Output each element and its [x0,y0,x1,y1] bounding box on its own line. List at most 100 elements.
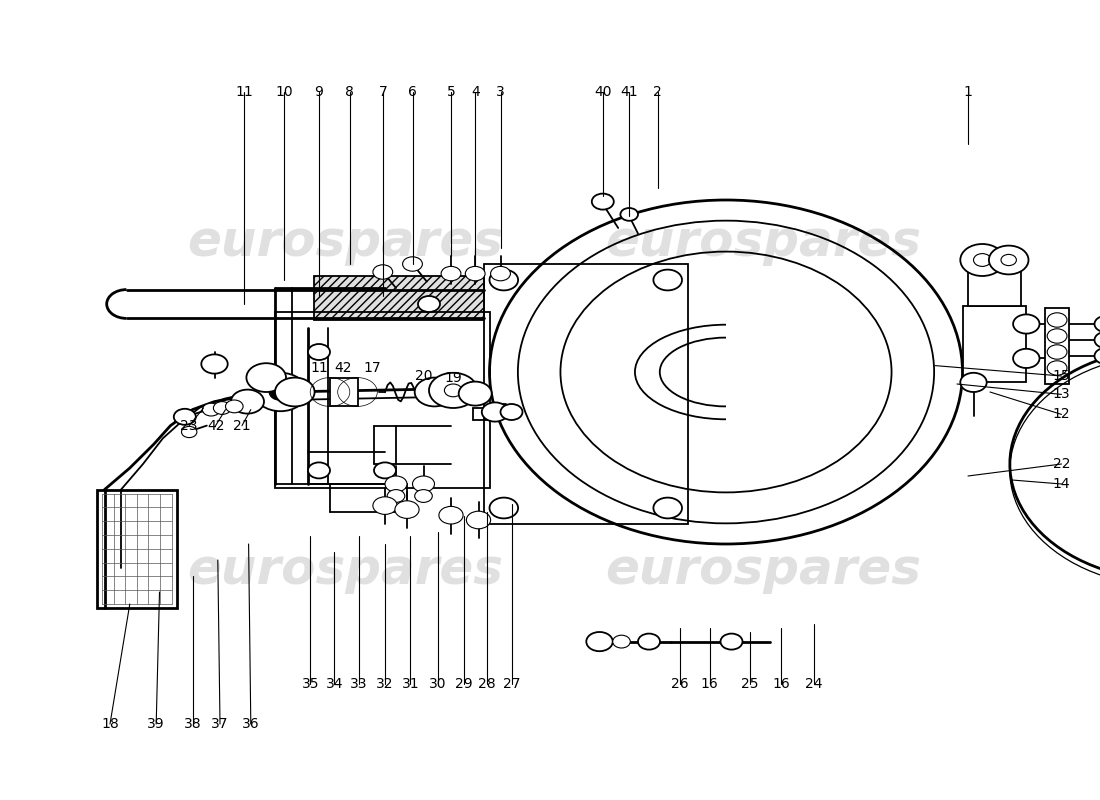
Circle shape [500,404,522,420]
Circle shape [254,373,307,411]
Text: 42: 42 [334,361,352,375]
Text: 24: 24 [805,677,823,691]
Circle shape [246,363,286,392]
Text: 13: 13 [1053,387,1070,402]
Bar [330,378,358,406]
Text: 35: 35 [301,677,319,691]
Circle shape [374,462,396,478]
Text: 4: 4 [471,85,480,99]
Circle shape [653,498,682,518]
Text: 27: 27 [503,677,520,691]
Circle shape [182,426,197,438]
Text: 25: 25 [741,677,759,691]
Text: 11: 11 [235,85,253,99]
Circle shape [1047,345,1067,359]
Circle shape [202,403,220,416]
Text: 26: 26 [671,677,689,691]
Circle shape [308,344,330,360]
Bar [97,490,177,608]
Circle shape [1094,348,1100,364]
Text: 22: 22 [1053,457,1070,471]
Circle shape [415,490,432,502]
Text: 14: 14 [1053,477,1070,491]
Text: 1: 1 [964,85,972,99]
Text: 23: 23 [180,418,198,433]
Circle shape [620,208,638,221]
Circle shape [491,266,510,281]
Circle shape [1047,329,1067,343]
Text: 32: 32 [376,677,394,691]
Circle shape [213,402,231,414]
Circle shape [1013,349,1040,368]
Text: 31: 31 [402,677,419,691]
Circle shape [1094,332,1100,348]
Text: 37: 37 [211,717,229,731]
Circle shape [989,246,1028,274]
Circle shape [1047,313,1067,327]
Text: 10: 10 [275,85,293,99]
Text: eurospares: eurospares [187,546,503,594]
Text: 41: 41 [620,85,638,99]
Circle shape [201,354,228,374]
Bar [314,276,484,320]
Circle shape [373,497,397,514]
Text: 21: 21 [233,418,251,433]
Text: 39: 39 [147,717,165,731]
Circle shape [412,476,434,492]
Circle shape [586,632,613,651]
Circle shape [395,501,419,518]
Text: 3: 3 [496,85,505,99]
Circle shape [482,402,508,422]
Circle shape [1013,314,1040,334]
Text: 16: 16 [772,677,790,691]
Circle shape [490,270,518,290]
Text: eurospares: eurospares [187,218,503,266]
Circle shape [174,409,196,425]
Text: 17: 17 [363,361,381,375]
Text: eurospares: eurospares [605,546,921,594]
Bar [962,306,1026,382]
Text: 28: 28 [478,677,496,691]
Text: 11: 11 [310,361,328,375]
Circle shape [403,257,422,271]
Bar [1045,308,1069,384]
Text: 20: 20 [415,369,432,383]
Circle shape [653,270,682,290]
Circle shape [270,384,292,400]
Circle shape [960,244,1004,276]
Circle shape [226,400,243,413]
Circle shape [459,382,492,406]
Circle shape [613,635,630,648]
Text: 2: 2 [653,85,662,99]
Text: 30: 30 [429,677,447,691]
Circle shape [465,266,485,281]
Text: 16: 16 [701,677,718,691]
Bar [484,264,688,524]
Text: 29: 29 [455,677,473,691]
Text: 6: 6 [408,85,417,99]
Circle shape [275,378,315,406]
Circle shape [439,506,463,524]
Circle shape [638,634,660,650]
Circle shape [466,511,491,529]
Circle shape [308,462,330,478]
Circle shape [385,476,407,492]
Circle shape [231,390,264,414]
Circle shape [1047,361,1067,375]
Circle shape [592,194,614,210]
Text: 34: 34 [326,677,343,691]
Circle shape [490,498,518,518]
Circle shape [720,634,742,650]
Circle shape [387,490,405,502]
Text: 40: 40 [594,85,612,99]
Circle shape [415,378,454,406]
Circle shape [373,265,393,279]
Text: 38: 38 [184,717,201,731]
Text: 42: 42 [207,418,224,433]
Circle shape [429,373,477,408]
Text: 18: 18 [101,717,119,731]
Circle shape [960,373,987,392]
Text: eurospares: eurospares [605,218,921,266]
Text: 5: 5 [447,85,455,99]
Text: 8: 8 [345,85,354,99]
